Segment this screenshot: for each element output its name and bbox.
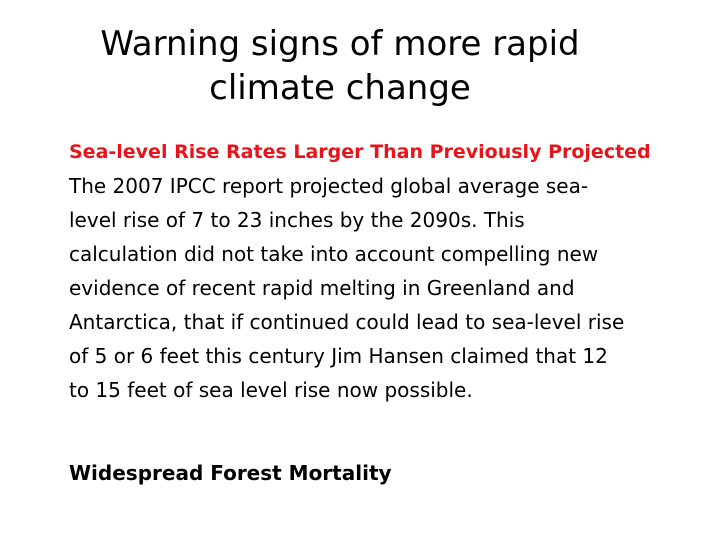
body-line: evidence of recent rapid melting in Gree… (69, 276, 575, 300)
slide-title: Warning signs of more rapid climate chan… (60, 22, 620, 110)
section-body-sea-level: The 2007 IPCC report projected global av… (69, 169, 709, 407)
body-line: of 5 or 6 feet this century Jim Hansen c… (69, 344, 608, 368)
body-line: The 2007 IPCC report projected global av… (69, 174, 589, 198)
body-line: calculation did not take into account co… (69, 242, 599, 266)
slide-title-line: Warning signs of more rapid (100, 24, 580, 64)
body-line: level rise of 7 to 23 inches by the 2090… (69, 208, 525, 232)
slide-title-line: climate change (209, 68, 471, 108)
slide-body: Sea-level Rise Rates Larger Than Previou… (69, 135, 709, 407)
section-heading-sea-level: Sea-level Rise Rates Larger Than Previou… (69, 141, 651, 163)
body-line: to 15 feet of sea level rise now possibl… (69, 378, 473, 402)
section-heading-forest-mortality: Widespread Forest Mortality (69, 461, 392, 485)
body-line: Antarctica, that if continued could lead… (69, 310, 625, 334)
